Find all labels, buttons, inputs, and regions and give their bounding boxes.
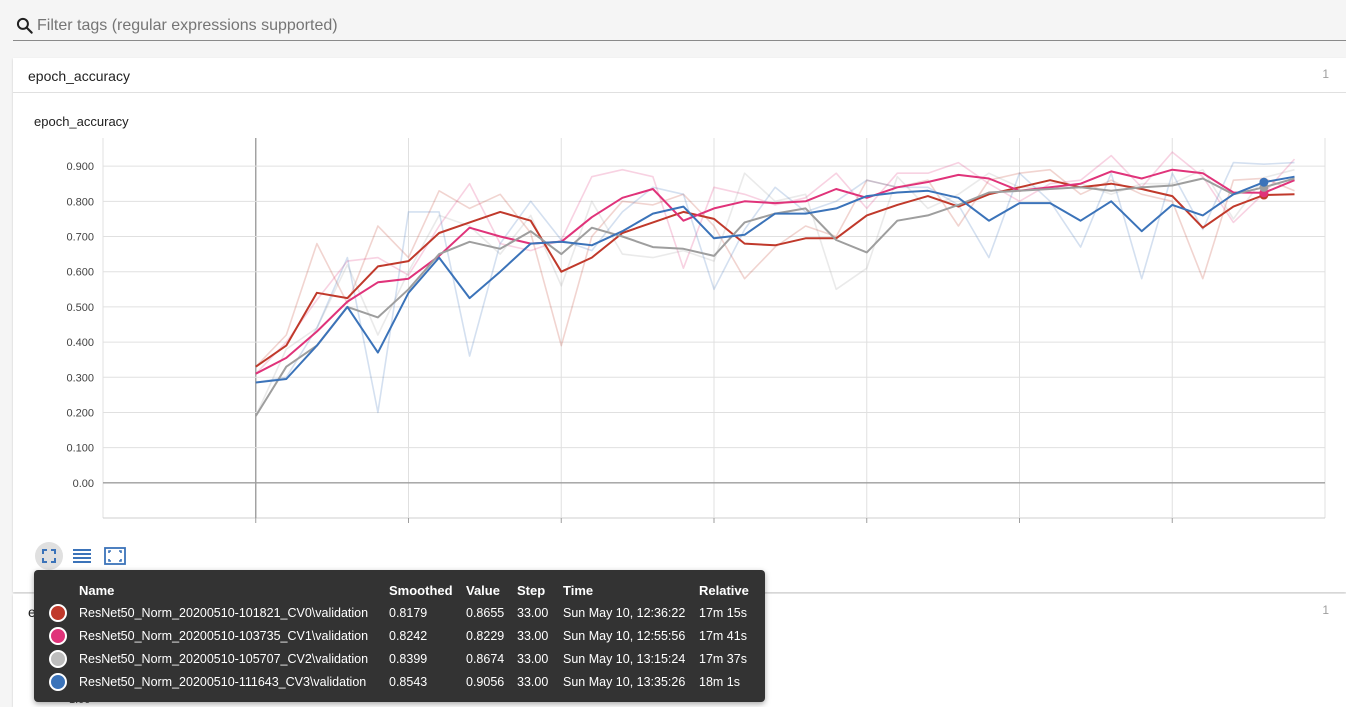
tooltip-run-name: ResNet50_Norm_20200510-111643_CV3\valida…	[79, 675, 367, 689]
tooltip-smoothed: 0.8543	[389, 675, 428, 689]
tooltip-smoothed: 0.8179	[389, 606, 428, 620]
tooltip-relative: 17m 37s	[699, 652, 747, 666]
y-tick-label: 0.00	[73, 478, 94, 490]
series-color-dot	[49, 650, 67, 668]
x-tick-label: 5.000	[395, 527, 423, 528]
fit-domain-button[interactable]	[35, 542, 63, 570]
tag-filter-input[interactable]	[37, 15, 1327, 37]
y-tick-label: 0.500	[66, 302, 94, 314]
accuracy-line-chart[interactable]: 0.000 5.000 10.00 15.00 20.00 25.00 30.00 0.00…	[13, 58, 1346, 528]
tag-group-title: epoch_accuracy	[28, 68, 130, 84]
tooltip-value: 0.9056	[466, 675, 505, 689]
tooltip-header-step: Step	[517, 583, 546, 598]
tooltip-header-relative: Relative	[699, 583, 749, 598]
fit-domain-icon	[42, 549, 56, 563]
tooltip-step: 33.00	[517, 629, 549, 643]
y-tick-label: 0.800	[66, 196, 94, 208]
tooltip-time: Sun May 10, 12:36:22	[563, 606, 686, 620]
tooltip-time: Sun May 10, 13:35:26	[563, 675, 686, 689]
tooltip-run-name: ResNet50_Norm_20200510-103735_CV1\valida…	[79, 629, 369, 643]
x-tick-label: 15.00	[700, 527, 728, 528]
smoothed-series-line	[255, 175, 1295, 384]
y-tick-label: 0.600	[66, 267, 94, 279]
x-tick-label: 25.00	[1006, 527, 1034, 528]
raw-series-line	[255, 161, 1295, 414]
tooltip-value: 0.8655	[466, 606, 505, 620]
search-icon	[16, 17, 33, 34]
expand-chart-icon	[104, 547, 126, 565]
y-tick-label: 0.900	[66, 161, 94, 173]
tag-group-card: epoch_accuracy 1 epoch_accuracy 0.000 5.0…	[13, 58, 1346, 592]
x-tick-label: 10.00	[547, 527, 575, 528]
y-tick-label: 0.700	[66, 232, 94, 244]
raw-series-line	[255, 168, 1295, 417]
tooltip-relative: 18m 1s	[699, 675, 740, 689]
series-color-dot	[49, 673, 67, 691]
tooltip-value: 0.8229	[466, 629, 505, 643]
hover-point	[1259, 177, 1269, 187]
series-color-dot	[49, 627, 67, 645]
tooltip-step: 33.00	[517, 675, 549, 689]
tooltip-time: Sun May 10, 12:55:56	[563, 629, 686, 643]
tooltip-header-value: Value	[466, 583, 500, 598]
y-tick-label: 0.200	[66, 407, 94, 419]
expand-chart-button[interactable]	[101, 542, 129, 570]
tooltip-header-name: Name	[79, 583, 115, 598]
tag-group-count-loss: 1	[1322, 603, 1329, 617]
smoothed-series-line	[255, 179, 1295, 368]
y-tick-label: 0.300	[66, 372, 94, 384]
tooltip-run-name: ResNet50_Norm_20200510-101821_CV0\valida…	[79, 606, 369, 620]
y-tick-label: 0.400	[66, 337, 94, 349]
toggle-log-scale-button[interactable]	[68, 542, 96, 570]
chart-toolbar	[35, 542, 135, 572]
series-color-dot	[49, 604, 67, 622]
tooltip-run-name: ResNet50_Norm_20200510-105707_CV2\valida…	[79, 652, 369, 666]
tooltip-header-time: Time	[563, 583, 594, 598]
tag-group-header[interactable]: epoch_accuracy 1	[13, 58, 1346, 93]
x-tick-label: 30.00	[1158, 527, 1186, 528]
tag-group-count: 1	[1322, 67, 1329, 81]
chart-tooltip: Name Smoothed Value Step Time Relative R…	[34, 570, 765, 702]
chart-title: epoch_accuracy	[34, 114, 129, 129]
tag-filter-bar	[13, 10, 1346, 41]
tooltip-smoothed: 0.8399	[389, 652, 428, 666]
tooltip-time: Sun May 10, 13:15:24	[563, 652, 686, 666]
x-tick-label: 20.00	[853, 527, 881, 528]
x-tick-label: 0.000	[242, 527, 270, 528]
tooltip-relative: 17m 15s	[699, 606, 747, 620]
smoothed-series-line	[255, 168, 1295, 375]
tooltip-value: 0.8674	[466, 652, 505, 666]
tooltip-relative: 17m 41s	[699, 629, 747, 643]
tooltip-step: 33.00	[517, 606, 549, 620]
tooltip-step: 33.00	[517, 652, 549, 666]
y-tick-label: 0.100	[66, 443, 94, 455]
toggle-log-scale-icon	[73, 549, 91, 563]
tooltip-smoothed: 0.8242	[389, 629, 428, 643]
tooltip-header-smoothed: Smoothed	[389, 583, 453, 598]
